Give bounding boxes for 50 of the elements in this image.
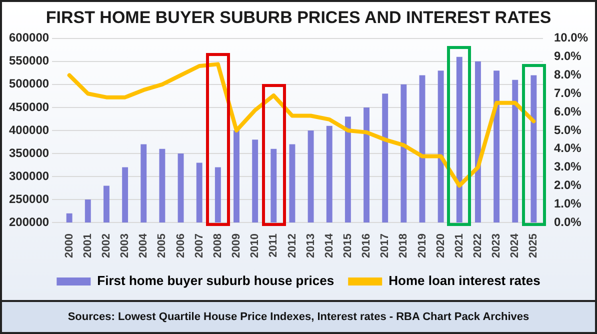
- x-tick-label: 2009: [230, 234, 243, 258]
- y-tick-label: 400000: [8, 122, 50, 137]
- x-tick-label: 2023: [490, 234, 503, 258]
- x-tick-label: 2001: [82, 234, 94, 258]
- x-tick-label: 2002: [100, 234, 113, 258]
- y2-tick-label: 0.0%: [554, 214, 582, 229]
- x-tick-label: 2021: [453, 234, 466, 258]
- y-tick-label: 500000: [8, 76, 50, 91]
- source-note: Sources: Lowest Quartile House Price Indexes, Interest rates - RBA Chart Pack Archives: [2, 300, 595, 332]
- x-tick-label: 2010: [249, 234, 262, 258]
- y2-tick-label: 2.0%: [554, 178, 582, 192]
- x-tick-label: 2000: [63, 234, 76, 258]
- x-tick-label: 2005: [156, 234, 168, 258]
- x-tick-label: 2015: [342, 234, 354, 258]
- x-tick-label: 2024: [509, 232, 522, 258]
- y2-tick-label: 5.0%: [554, 122, 582, 137]
- x-tick-label: 2014: [323, 232, 336, 258]
- y2-tick-label: 10.0%: [554, 30, 588, 45]
- y2-tick-label: 6.0%: [554, 104, 582, 118]
- x-tick-label: 2007: [193, 234, 206, 258]
- x-tick-label: 2012: [286, 234, 298, 258]
- x-tick-label: 2018: [398, 234, 410, 258]
- y2-tick-label: 3.0%: [554, 160, 582, 174]
- x-tick-label: 2020: [434, 234, 447, 258]
- x-tick-label: 2025: [528, 234, 540, 258]
- chart-title: FIRST HOME BUYER SUBURB PRICES AND INTEREST RATES: [46, 8, 552, 27]
- y-tick-label: 600000: [8, 30, 50, 45]
- y2-tick-label: 1.0%: [554, 196, 582, 210]
- y2-tick-label: 4.0%: [554, 141, 582, 156]
- y-tick-label: 250000: [8, 192, 50, 206]
- legend-label: First home buyer suburb house prices: [97, 273, 334, 288]
- x-tick-label: 2019: [416, 234, 428, 258]
- y-tick-label: 300000: [8, 168, 50, 183]
- y2-tick-label: 9.0%: [554, 49, 582, 64]
- x-tick-label: 2022: [472, 234, 484, 258]
- x-tick-label: 2013: [304, 234, 317, 258]
- x-tick-label: 2008: [212, 234, 224, 258]
- y2-tick-label: 7.0%: [554, 86, 582, 100]
- y-tick-label: 550000: [8, 54, 50, 68]
- x-tick-label: 2003: [119, 234, 132, 258]
- y-tick-label: 350000: [8, 146, 50, 160]
- x-tick-label: 2004: [138, 232, 150, 258]
- y2-tick-label: 8.0%: [554, 68, 582, 82]
- x-tick-label: 2006: [174, 234, 187, 258]
- x-tick-label: 2011: [268, 234, 280, 258]
- x-tick-label: 2017: [379, 234, 392, 258]
- x-tick-label: 2016: [360, 234, 373, 258]
- legend-label: Home loan interest rates: [388, 273, 540, 288]
- y-tick-label: 450000: [8, 100, 50, 114]
- y-tick-label: 200000: [8, 214, 50, 229]
